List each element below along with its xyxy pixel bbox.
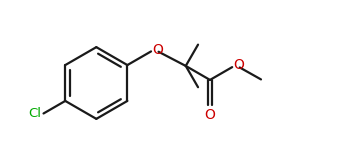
Text: O: O	[234, 58, 244, 72]
Text: Cl: Cl	[28, 107, 41, 120]
Text: O: O	[204, 108, 215, 122]
Text: O: O	[152, 43, 163, 57]
